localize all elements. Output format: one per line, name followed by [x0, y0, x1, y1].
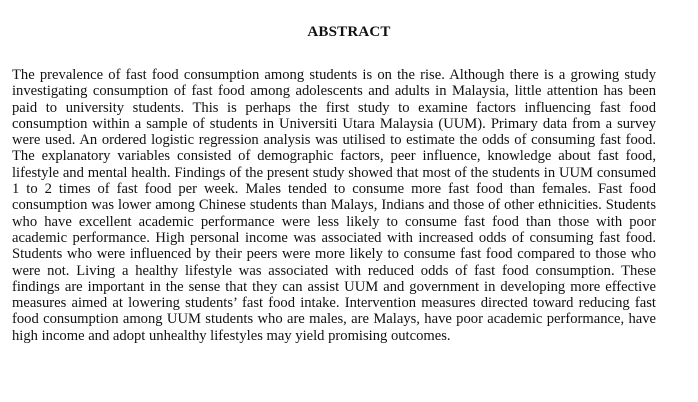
abstract-heading: ABSTRACT	[307, 24, 391, 40]
abstract-body: The prevalence of fast food consumption …	[12, 67, 656, 344]
running-header-right: …	[528, 0, 542, 3]
running-header-fragment: … …	[0, 0, 698, 3]
running-header-left: …	[368, 0, 382, 3]
